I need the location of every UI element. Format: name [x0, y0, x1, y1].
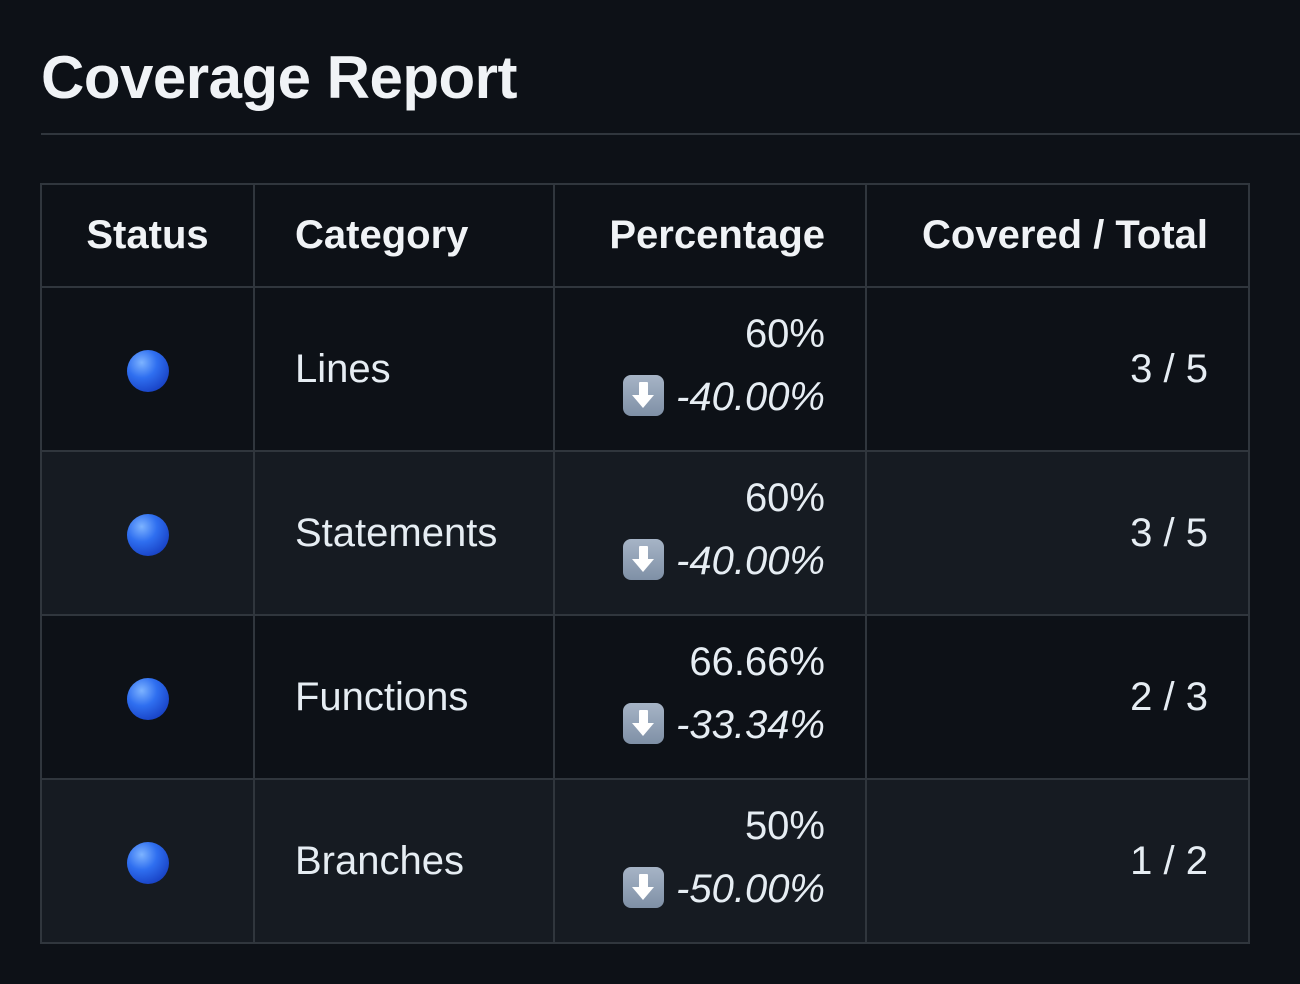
percentage-delta: -40.00% — [556, 362, 825, 432]
blue-circle-icon — [126, 841, 169, 884]
percentage-cell: 66.66% -33.34% — [553, 614, 867, 780]
category-cell: Functions — [253, 614, 555, 780]
status-cell — [40, 286, 255, 452]
category-cell: Branches — [253, 778, 555, 944]
percentage-value: 50% — [744, 804, 825, 848]
blue-circle-icon — [126, 677, 169, 720]
header-percentage: Percentage — [553, 183, 867, 288]
page-title: Coverage Report — [41, 44, 517, 111]
title-divider — [41, 133, 1300, 135]
blue-circle-icon — [126, 349, 169, 392]
percentage-cell: 60% -40.00% — [553, 286, 867, 452]
coverage-table: Status Category Percentage Covered / Tot… — [40, 183, 1250, 944]
covered-total-cell: 3 / 5 — [865, 286, 1250, 452]
status-cell — [40, 778, 255, 944]
covered-total-cell: 2 / 3 — [865, 614, 1250, 780]
table-row: Statements 60% -40.00% 3 / 5 — [40, 450, 1250, 616]
percentage-value: 66.66% — [689, 640, 825, 684]
percentage-value: 60% — [744, 476, 825, 520]
header-covered-total: Covered / Total — [865, 183, 1250, 288]
down-arrow-icon — [623, 375, 665, 416]
table-row: Lines 60% -40.00% 3 / 5 — [40, 286, 1250, 452]
delta-value: -40.00% — [676, 539, 825, 583]
delta-value: -33.34% — [676, 703, 825, 747]
percentage-delta: -33.34% — [556, 690, 825, 760]
covered-total-cell: 3 / 5 — [865, 450, 1250, 616]
category-cell: Statements — [253, 450, 555, 616]
down-arrow-icon — [623, 867, 665, 908]
down-arrow-icon — [623, 703, 665, 744]
status-cell — [40, 614, 255, 780]
percentage-cell: 50% -50.00% — [553, 778, 867, 944]
table-header-row: Status Category Percentage Covered / Tot… — [40, 183, 1250, 288]
percentage-cell: 60% -40.00% — [553, 450, 867, 616]
delta-value: -50.00% — [676, 867, 825, 911]
percentage-delta: -50.00% — [556, 854, 825, 924]
percentage-delta: -40.00% — [556, 526, 825, 596]
category-cell: Lines — [253, 286, 555, 452]
blue-circle-icon — [126, 513, 169, 556]
header-category: Category — [253, 183, 555, 288]
header-status: Status — [40, 183, 255, 288]
status-cell — [40, 450, 255, 616]
delta-value: -40.00% — [676, 375, 825, 419]
covered-total-cell: 1 / 2 — [865, 778, 1250, 944]
table-row: Functions 66.66% -33.34% 2 / 3 — [40, 614, 1250, 780]
percentage-value: 60% — [744, 312, 825, 356]
down-arrow-icon — [623, 539, 665, 580]
table-row: Branches 50% -50.00% 1 / 2 — [40, 778, 1250, 944]
